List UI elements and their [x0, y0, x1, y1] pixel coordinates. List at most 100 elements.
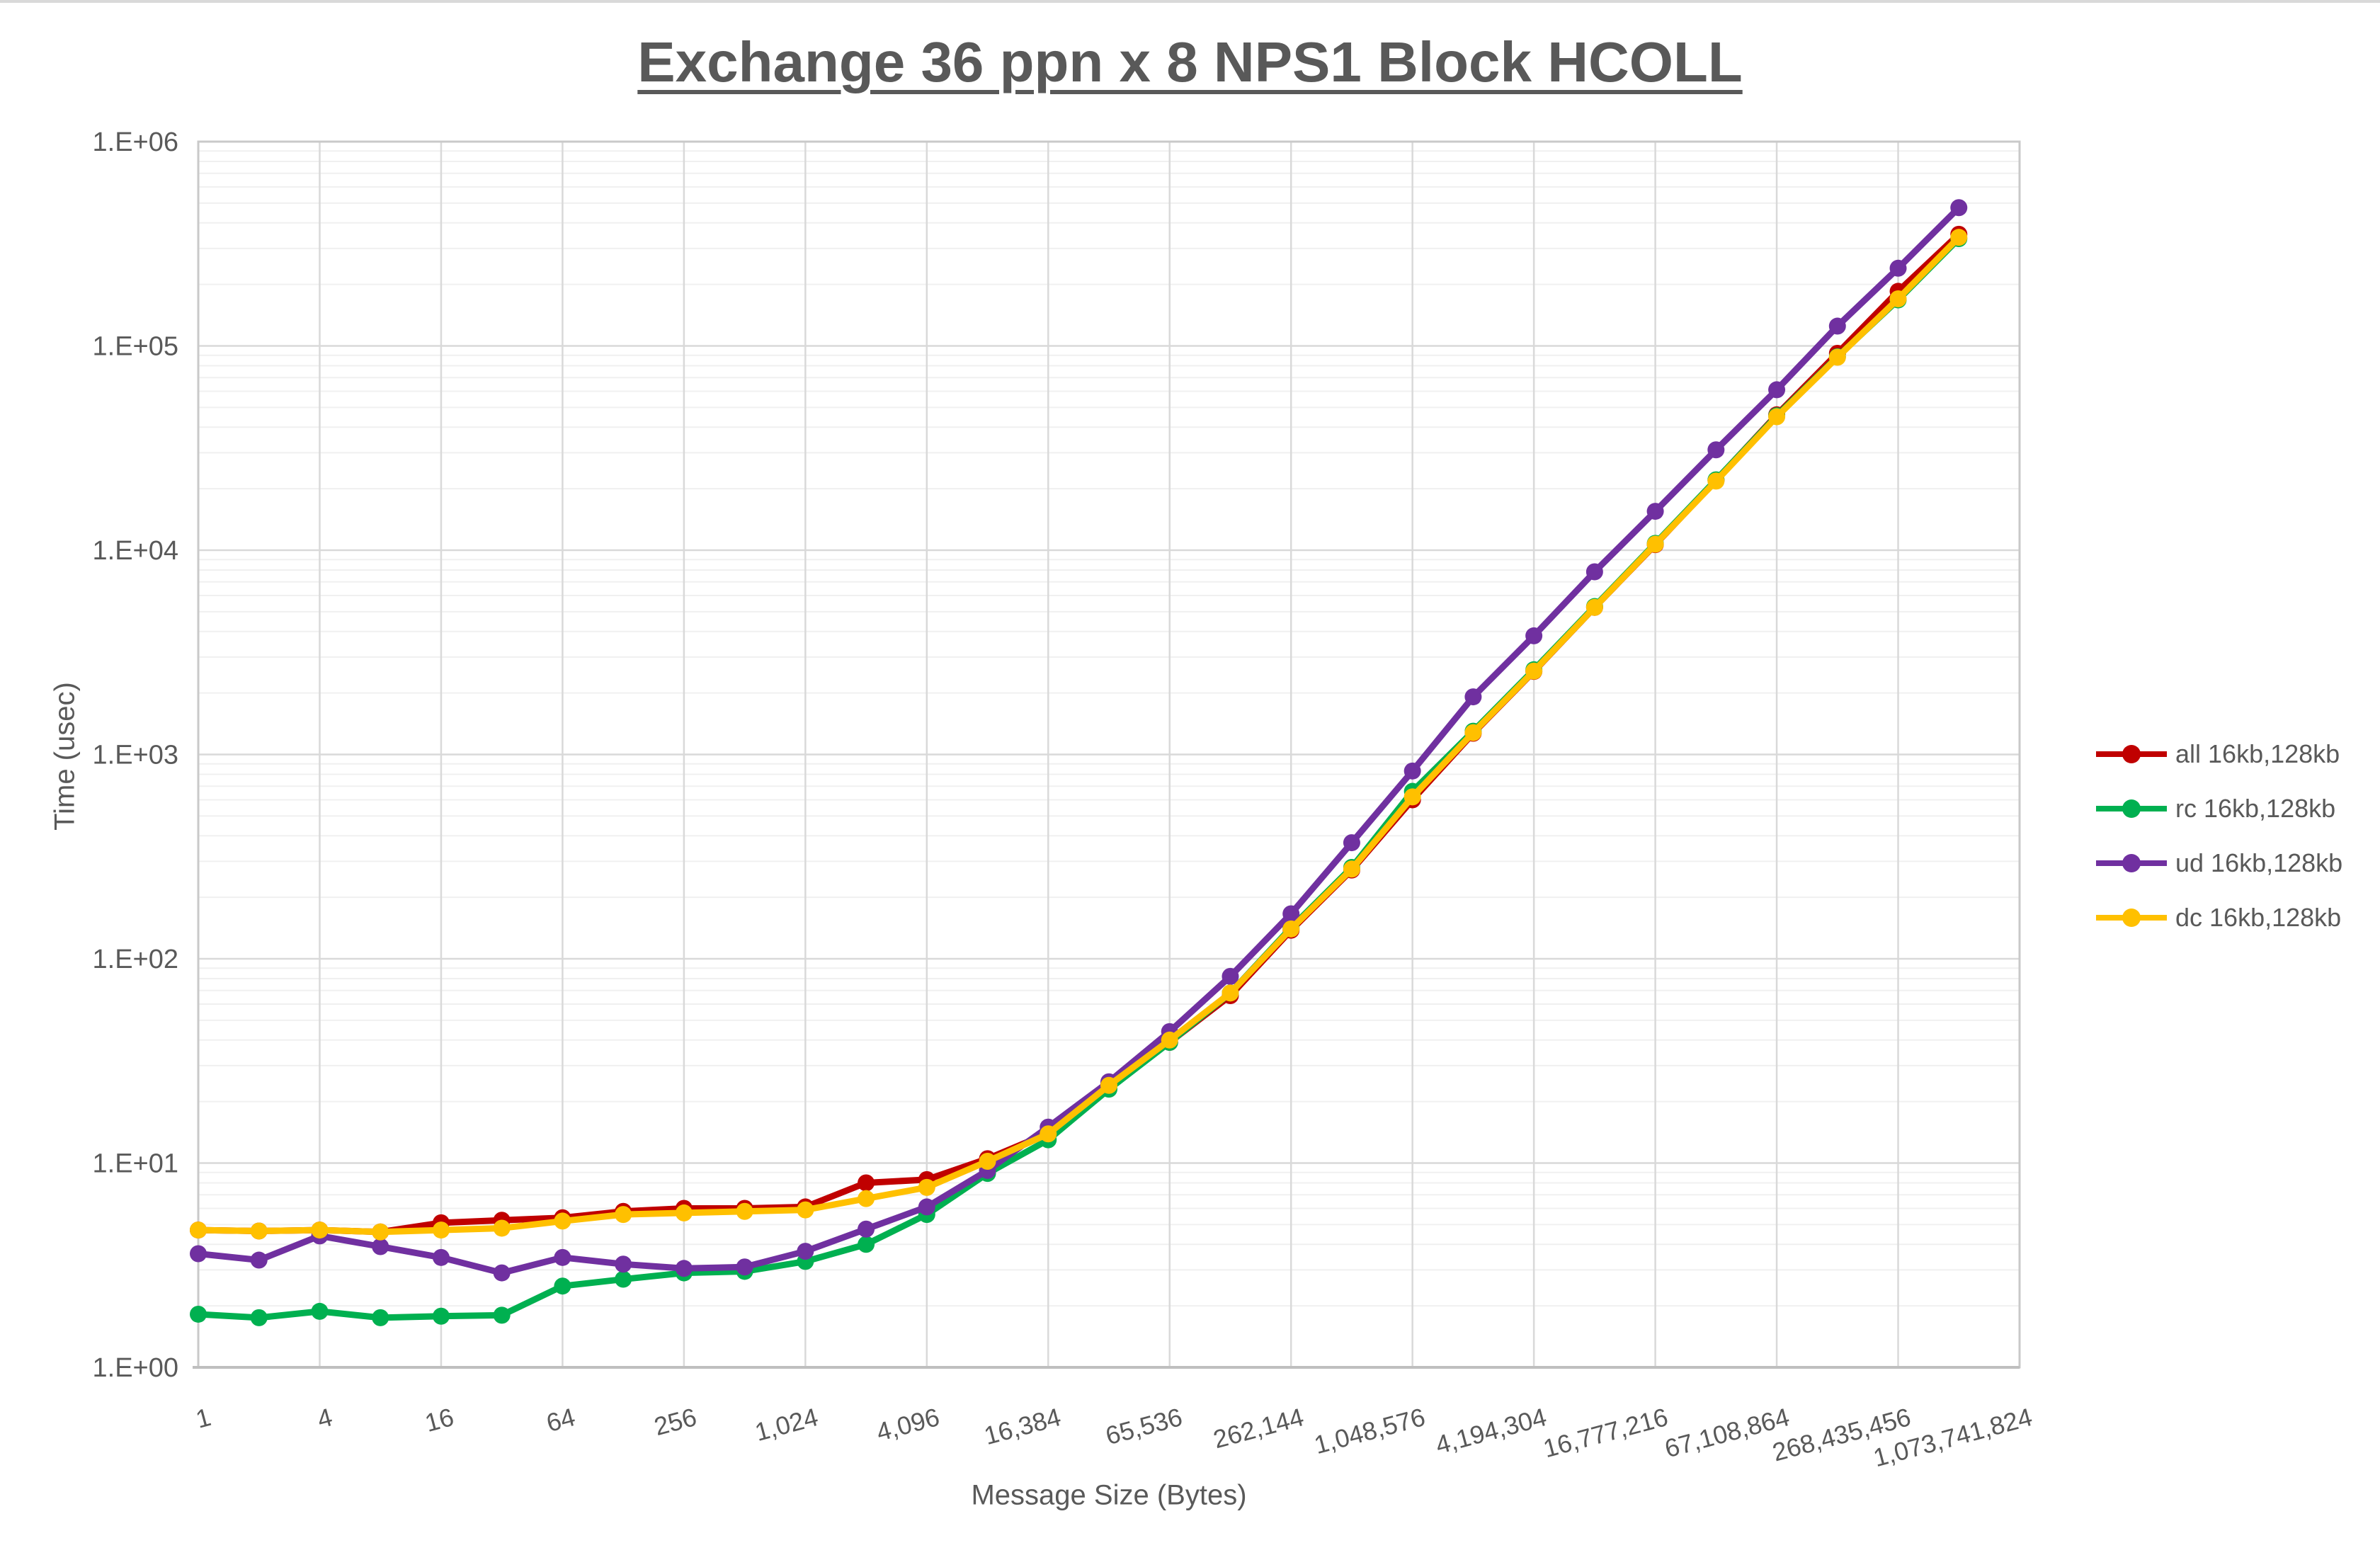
x-tick-label: 4,096 [873, 1402, 943, 1447]
legend-marker-ud-icon [2096, 853, 2167, 872]
data-point-dc [1161, 1031, 1178, 1049]
data-point-rc [554, 1277, 571, 1295]
data-point-dc [190, 1221, 207, 1239]
data-point-rc [250, 1309, 268, 1326]
series-dc [190, 229, 1968, 1241]
y-minor-gridlines [198, 150, 2020, 1307]
data-point-dc [250, 1222, 268, 1240]
x-tick-label: 65,536 [1103, 1402, 1185, 1450]
x-tick-label: 262,144 [1210, 1402, 1306, 1454]
x-tick-label: 64 [543, 1402, 578, 1437]
series-rc [190, 230, 1968, 1326]
x-tick-label: 16,384 [981, 1402, 1064, 1450]
data-point-rc [615, 1270, 632, 1288]
series-line-ud [195, 204, 1962, 1277]
data-point-ud [1403, 762, 1421, 780]
x-tick-label: 1,048,576 [1311, 1402, 1428, 1459]
data-point-dc [311, 1221, 329, 1239]
series-line-dc [195, 234, 1962, 1236]
data-point-dc [1646, 535, 1664, 553]
data-point-ud [1646, 503, 1664, 520]
data-point-ud [1464, 688, 1482, 706]
y-tick-label: 1.E+04 [93, 536, 179, 566]
data-point-ud [1768, 381, 1786, 399]
legend-item-dc: dc 16kb,128kb [2095, 890, 2342, 945]
chart-title: Exchange 36 ppn x 8 NPS1 Block HCOLL [637, 30, 1743, 93]
data-point-ud [1585, 563, 1603, 581]
data-point-all [858, 1174, 875, 1192]
data-point-rc [432, 1307, 450, 1325]
x-tick-label: 4 [314, 1402, 336, 1434]
y-tick-label: 1.E+01 [93, 1149, 179, 1179]
data-point-dc [1222, 984, 1239, 1002]
legend-item-all: all 16kb,128kb [2095, 727, 2342, 781]
data-point-dc [736, 1202, 753, 1220]
data-point-ud [736, 1258, 753, 1276]
data-point-dc [372, 1223, 389, 1241]
x-tick-label: 16 [422, 1402, 457, 1437]
data-point-ud [1828, 317, 1846, 335]
y-axis-title: Time (usec) [49, 682, 81, 831]
data-point-dc [1950, 229, 1968, 246]
plot-area: 1.E+00 1.E+01 1.E+02 1.E+03 1.E+04 1.E+05 1.E+… [93, 127, 2036, 1472]
data-point-ud [1282, 905, 1300, 923]
y-tick-label: 1.E+03 [93, 741, 179, 770]
data-point-ud [1222, 967, 1239, 985]
data-point-ud [615, 1255, 632, 1273]
legend: all 16kb,128kb rc 16kb,128kb ud 16kb,128… [2095, 727, 2342, 945]
y-tick-label: 1.E+02 [93, 945, 179, 974]
series-line-all [195, 231, 1962, 1236]
legend-marker-rc-icon [2096, 799, 2167, 818]
series-ud [190, 199, 1968, 1282]
data-point-dc [1889, 290, 1907, 308]
legend-item-rc: rc 16kb,128kb [2095, 781, 2342, 836]
data-point-dc [1282, 920, 1300, 938]
x-axis-tick-labels: 1 4 16 64 256 1,024 4,096 16,384 65,536 262,144 1,… [193, 1402, 2035, 1472]
data-point-ud [1707, 441, 1725, 459]
x-tick-label: 4,194,304 [1433, 1402, 1549, 1459]
data-point-ud [432, 1248, 450, 1266]
data-point-dc [1828, 348, 1846, 366]
data-point-ud [918, 1198, 935, 1216]
data-point-ud [675, 1260, 693, 1277]
data-point-rc [858, 1236, 875, 1253]
data-point-ud [190, 1245, 207, 1263]
data-point-dc [1768, 408, 1786, 426]
y-tick-label: 1.E+06 [93, 127, 179, 157]
data-point-dc [554, 1212, 571, 1230]
data-point-ud [554, 1248, 571, 1266]
y-tick-label: 1.E+05 [93, 332, 179, 362]
data-point-rc [190, 1305, 207, 1323]
x-tick-label: 16,777,216 [1540, 1402, 1671, 1463]
data-point-ud [797, 1243, 814, 1260]
legend-label-ud: ud 16kb,128kb [2175, 848, 2343, 877]
data-point-dc [1525, 662, 1543, 680]
legend-item-ud: ud 16kb,128kb [2095, 836, 2342, 890]
legend-marker-dc-icon [2096, 908, 2167, 927]
x-tick-label: 1 [193, 1402, 214, 1434]
data-point-rc [311, 1302, 329, 1320]
data-point-dc [675, 1204, 693, 1221]
data-point-dc [1040, 1125, 1057, 1143]
data-point-ud [250, 1251, 268, 1269]
legend-marker-all-icon [2096, 744, 2167, 763]
data-point-ud [493, 1264, 511, 1282]
data-point-dc [979, 1153, 996, 1170]
x-axis-title: Message Size (Bytes) [971, 1479, 1247, 1511]
data-point-ud [372, 1238, 389, 1255]
data-point-dc [1464, 724, 1482, 741]
data-point-dc [432, 1221, 450, 1239]
data-point-dc [918, 1178, 935, 1196]
data-point-dc [1343, 860, 1360, 878]
data-point-dc [1403, 788, 1421, 806]
data-point-ud [1950, 199, 1968, 217]
data-point-dc [1707, 472, 1725, 490]
data-point-dc [858, 1190, 875, 1207]
data-point-dc [797, 1201, 814, 1219]
data-point-ud [1343, 834, 1360, 852]
legend-label-all: all 16kb,128kb [2175, 739, 2340, 768]
x-tick-label: 256 [651, 1402, 700, 1441]
x-tick-label: 1,024 [752, 1402, 821, 1447]
data-point-rc [493, 1306, 511, 1324]
